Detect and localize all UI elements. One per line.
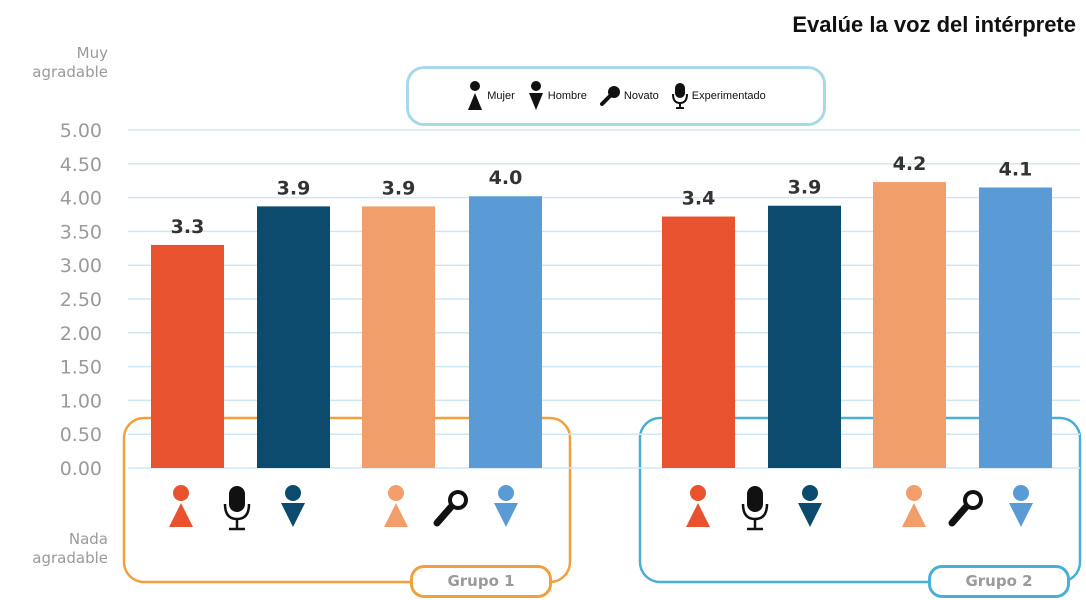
studio-microphone-icon xyxy=(671,83,688,109)
bar xyxy=(362,206,435,468)
y-tick-label: 0.50 xyxy=(60,424,102,446)
legend-label-man: Hombre xyxy=(547,90,587,102)
woman-icon xyxy=(384,485,408,527)
man-icon xyxy=(528,81,543,110)
y-tick-label: 2.50 xyxy=(60,289,102,311)
group-1-label: Grupo 1 xyxy=(410,565,552,598)
legend-label-experienced: Experimentado xyxy=(691,90,766,102)
legend-item-woman: Mujer xyxy=(466,80,515,112)
legend-label-woman: Mujer xyxy=(487,90,515,102)
y-tick-label: 1.00 xyxy=(60,390,102,412)
group-2-label: Grupo 2 xyxy=(928,565,1070,598)
data-label: 3.9 xyxy=(277,177,311,199)
man-icon xyxy=(494,485,518,527)
y-tick-label: 1.50 xyxy=(60,357,102,379)
chart-title: Evalúe la voz del intérprete xyxy=(792,12,1076,37)
y-tick-label: 0.00 xyxy=(60,458,102,480)
man-icon xyxy=(1009,485,1033,527)
man-icon xyxy=(281,485,305,527)
bar xyxy=(979,187,1052,468)
y-tick-label: 3.00 xyxy=(60,255,102,277)
handheld-microphone-icon xyxy=(599,86,620,106)
handheld-microphone-icon xyxy=(433,490,468,527)
legend: Mujer Hombre Novato Experimentado xyxy=(406,66,826,126)
y-tick-label: 3.50 xyxy=(60,221,102,243)
legend-item-experienced: Experimentado xyxy=(671,82,766,110)
data-label: 4.1 xyxy=(999,158,1033,180)
data-label: 3.9 xyxy=(382,177,416,199)
axis-top-label-line2: agradable xyxy=(32,63,108,81)
axis-bottom-label-line1: Nada xyxy=(68,530,108,548)
man-icon xyxy=(798,485,822,527)
data-label: 3.9 xyxy=(788,177,822,199)
studio-microphone-icon xyxy=(741,486,769,531)
studio-microphone-icon xyxy=(223,486,251,531)
data-label: 3.4 xyxy=(682,188,716,210)
axis-bottom-label-line2: agradable xyxy=(32,549,108,567)
woman-icon xyxy=(468,81,483,110)
y-tick-label: 4.00 xyxy=(60,188,102,210)
woman-icon xyxy=(902,485,926,527)
bar xyxy=(151,244,224,468)
bar xyxy=(873,182,946,468)
group-2-box xyxy=(638,416,1082,584)
axis-bottom-label: Nada agradable xyxy=(8,530,108,568)
woman-icon xyxy=(686,485,710,527)
handheld-microphone-icon xyxy=(948,490,983,527)
legend-item-man: Hombre xyxy=(527,80,587,112)
y-tick-label: 2.00 xyxy=(60,323,102,345)
data-label: 3.3 xyxy=(171,216,205,238)
legend-item-novice: Novato xyxy=(599,85,659,107)
bar xyxy=(662,216,735,468)
axis-top-label-line1: Muy xyxy=(76,44,108,62)
group-1-box xyxy=(122,416,572,584)
woman-icon xyxy=(169,485,193,527)
y-tick-label: 5.00 xyxy=(60,120,102,142)
legend-label-novice: Novato xyxy=(623,90,659,102)
axis-top-label: Muy agradable xyxy=(8,44,108,82)
data-label: 4.2 xyxy=(893,153,927,175)
bar xyxy=(257,206,330,468)
bar xyxy=(768,205,841,468)
y-tick-label: 4.50 xyxy=(60,154,102,176)
bar xyxy=(469,196,542,469)
data-label: 4.0 xyxy=(489,167,523,189)
